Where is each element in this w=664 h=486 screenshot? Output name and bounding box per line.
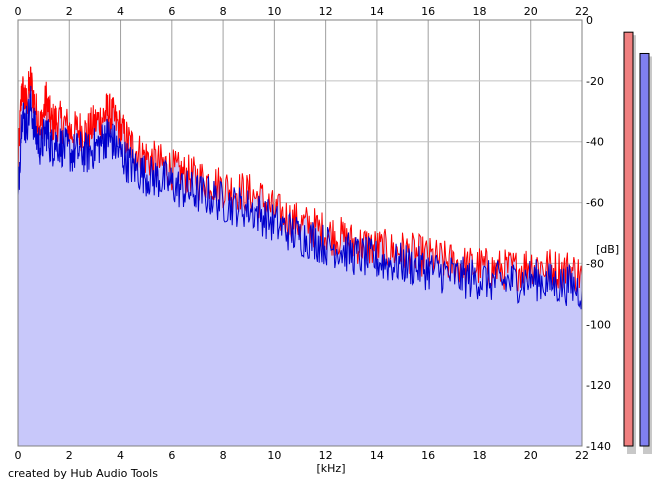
y-tick-label: 0 — [586, 14, 593, 27]
x-tick-label-top: 4 — [117, 5, 124, 18]
y-tick-labels: 0 -20 -40 -60 -80 -100 -120 -140 — [586, 14, 611, 453]
x-tick-label-bottom: 10 — [267, 449, 281, 462]
plot-border — [17, 19, 583, 447]
y-tick-label: -80 — [586, 257, 604, 270]
level-meters — [623, 31, 652, 455]
y-tick-label: -100 — [586, 318, 611, 331]
x-tick-label-top: 8 — [220, 5, 227, 18]
series-line-0 — [17, 66, 583, 293]
level-meter-bar — [623, 31, 634, 447]
series-line-1 — [17, 85, 583, 310]
credit-text: created by Hub Audio Tools — [8, 467, 158, 480]
x-tick-label-top: 6 — [168, 5, 175, 18]
x-tick-label-bottom: 22 — [575, 449, 589, 462]
level-meter-bar — [639, 52, 650, 447]
x-tick-label-bottom: 18 — [472, 449, 486, 462]
x-tick-label-bottom: 14 — [370, 449, 384, 462]
x-tick-label-bottom: 20 — [524, 449, 538, 462]
x-tick-label-bottom: 8 — [220, 449, 227, 462]
x-tick-label-top: 18 — [472, 5, 486, 18]
x-tick-label-top: 12 — [319, 5, 333, 18]
y-tick-label: -120 — [586, 379, 611, 392]
x-tick-label-bottom: 0 — [15, 449, 22, 462]
x-axis-label: [kHz] — [317, 462, 346, 475]
x-tick-label-top: 0 — [15, 5, 22, 18]
x-tick-label-top: 14 — [370, 5, 384, 18]
y-tick-label: -60 — [586, 197, 604, 210]
x-tick-labels-top: 0 2 4 6 8 10 12 14 16 18 20 22 — [15, 5, 590, 18]
x-tick-label-bottom: 16 — [421, 449, 435, 462]
x-tick-label-top: 16 — [421, 5, 435, 18]
x-tick-label-top: 2 — [66, 5, 73, 18]
y-tick-label: -140 — [586, 440, 611, 453]
x-tick-label-top: 22 — [575, 5, 589, 18]
x-tick-label-top: 10 — [267, 5, 281, 18]
spectrum-fill-area — [18, 66, 582, 446]
y-axis-label: [dB] — [596, 243, 619, 256]
series-layer — [17, 66, 583, 310]
y-tick-label: -20 — [586, 75, 604, 88]
x-tick-label-bottom: 2 — [66, 449, 73, 462]
x-tick-label-bottom: 6 — [168, 449, 175, 462]
x-tick-label-top: 20 — [524, 5, 538, 18]
x-tick-label-bottom: 4 — [117, 449, 124, 462]
y-tick-label: -40 — [586, 136, 604, 149]
x-tick-label-bottom: 12 — [319, 449, 333, 462]
x-tick-labels-bottom: 0 2 4 6 8 10 12 14 16 18 20 22 — [15, 449, 590, 462]
